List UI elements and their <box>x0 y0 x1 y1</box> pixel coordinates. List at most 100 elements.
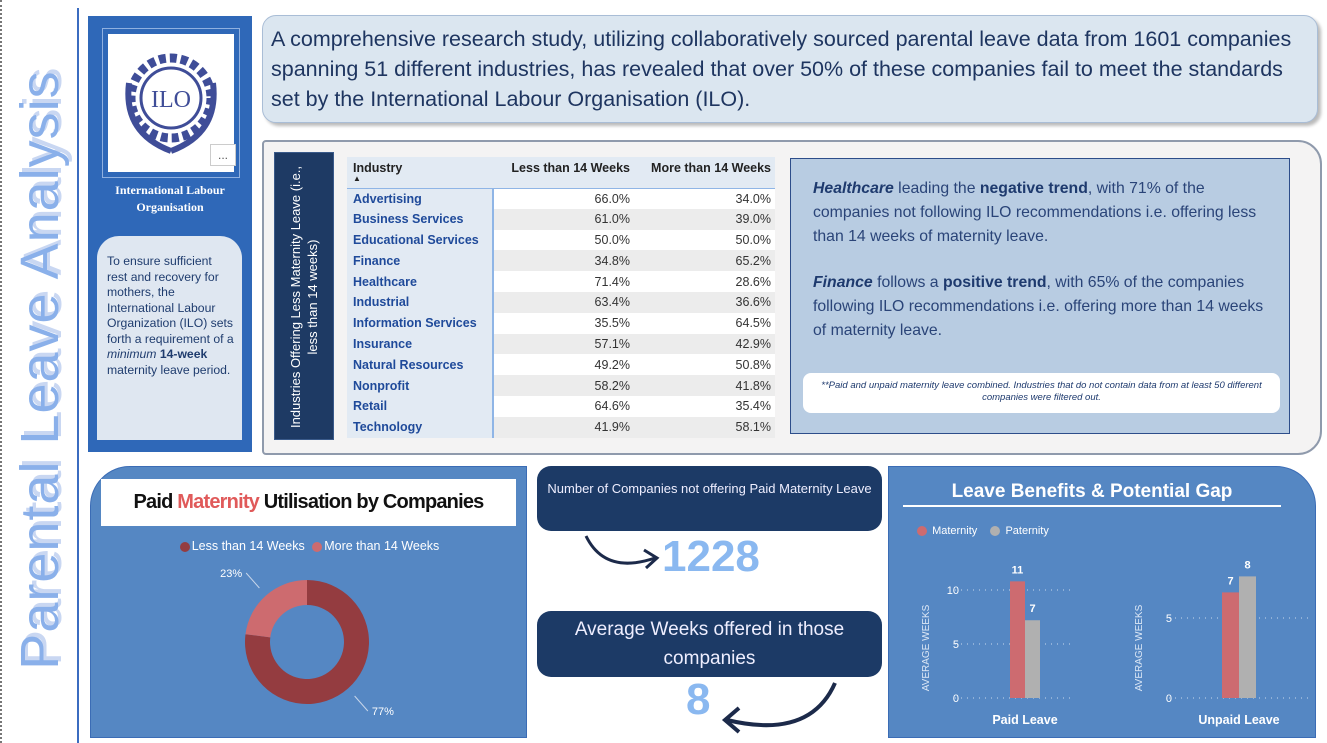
cell-industry: Natural Resources <box>347 354 494 376</box>
table-side-label: Industries Offering Less Maternity Leave… <box>274 152 334 440</box>
table-row[interactable]: Nonprofit 58.2% 41.8% <box>347 375 775 396</box>
more-options-button[interactable]: ... <box>210 144 236 166</box>
industry-table: Industry ▲ Less than 14 Weeks More than 1… <box>347 157 775 438</box>
x-category-label: Unpaid Leave <box>1198 713 1279 727</box>
kpi-label-weeks: Average Weeks offered in those companies <box>537 611 882 677</box>
legend-paternity[interactable]: Paternity <box>1005 525 1049 537</box>
column-header-less[interactable]: Less than 14 Weeks <box>493 157 634 189</box>
table-row[interactable]: Insurance 57.1% 42.9% <box>347 333 775 355</box>
cell-more: 58.1% <box>634 416 775 438</box>
legend-less[interactable]: Less than 14 Weeks <box>191 539 305 553</box>
insight-positive: Finance follows a positive trend, with 6… <box>813 274 1264 339</box>
cell-industry: Insurance <box>347 333 494 355</box>
legend-maternity[interactable]: Maternity <box>932 525 978 537</box>
summary-banner: A comprehensive research study, utilizin… <box>262 15 1318 123</box>
cell-industry: Healthcare <box>347 271 494 292</box>
donut-chart-panel: Paid Maternity Utilisation by Companies … <box>90 466 527 738</box>
kpi-label-companies: Number of Companies not offering Paid Ma… <box>537 466 882 531</box>
bar-data-label: 11 <box>1012 564 1024 576</box>
donut-title: Paid Maternity Utilisation by Companies <box>101 479 516 526</box>
cell-less: 35.5% <box>493 312 634 334</box>
y-tick-label: 5 <box>953 639 959 651</box>
legend-dot-paternity <box>990 526 1001 537</box>
cell-less: 57.1% <box>493 333 634 355</box>
kpi-value-weeks: 8 <box>686 675 711 724</box>
column-header-more[interactable]: More than 14 Weeks <box>634 157 775 189</box>
cell-less: 50.0% <box>493 229 634 251</box>
cell-industry: Advertising <box>347 188 494 209</box>
cell-industry: Business Services <box>347 208 494 230</box>
cell-less: 63.4% <box>493 291 634 313</box>
donut-data-label: 23% <box>220 568 242 580</box>
bar-legend: Maternity Paternity <box>917 525 1049 537</box>
y-tick-label: 5 <box>1166 613 1172 625</box>
insights-box: Healthcare leading the negative trend, w… <box>790 158 1290 434</box>
legend-dot-less <box>179 541 190 552</box>
bar-paternity <box>1025 620 1040 698</box>
donut-legend: Less than 14 Weeks More than 14 Weeks <box>91 539 528 553</box>
ilo-logo-icon: ILO <box>125 53 217 154</box>
cell-industry: Educational Services <box>347 229 494 251</box>
ilo-panel: ILO International Labour Organisation ...… <box>88 16 252 452</box>
bar-paternity <box>1239 576 1256 698</box>
bar-maternity <box>1010 581 1025 698</box>
table-row[interactable]: Information Services 35.5% 64.5% <box>347 312 775 334</box>
cell-less: 58.2% <box>493 375 634 396</box>
ilo-requirement-card: To ensure sufficient rest and recovery f… <box>97 236 242 440</box>
table-row[interactable]: Retail 64.6% 35.4% <box>347 395 775 417</box>
cell-more: 39.0% <box>634 208 775 230</box>
donut-data-label: 77% <box>372 706 394 718</box>
legend-dot-more <box>312 541 323 552</box>
org-name: International Labour Organisation <box>115 183 225 214</box>
table-row[interactable]: Business Services 61.0% 39.0% <box>347 208 775 230</box>
cell-more: 28.6% <box>634 271 775 292</box>
table-row[interactable]: Healthcare 71.4% 28.6% <box>347 271 775 292</box>
y-tick-label: 10 <box>947 585 959 597</box>
curved-arrow-icon <box>721 682 837 734</box>
column-header-industry[interactable]: Industry ▲ <box>347 157 493 189</box>
cell-less: 41.9% <box>493 416 634 438</box>
cell-more: 50.8% <box>634 354 775 376</box>
cell-less: 49.2% <box>493 354 634 376</box>
table-row[interactable]: Industrial 63.4% 36.6% <box>347 291 775 313</box>
y-axis-label: AVERAGE WEEKS <box>1134 604 1145 691</box>
bar-data-label: 8 <box>1244 559 1250 571</box>
y-axis-label: AVERAGE WEEKS <box>921 604 932 691</box>
table-row[interactable]: Finance 34.8% 65.2% <box>347 250 775 272</box>
cell-industry: Finance <box>347 250 494 272</box>
kpi-value-companies: 1228 <box>662 532 760 581</box>
leader-line <box>354 695 369 712</box>
cell-industry: Nonprofit <box>347 375 494 396</box>
leader-line <box>245 572 260 589</box>
legend-more[interactable]: More than 14 Weeks <box>324 539 440 553</box>
sort-ascending-icon: ▲ <box>353 174 361 183</box>
donut-slice <box>245 580 307 638</box>
donut-chart: 77% 23% <box>220 568 394 718</box>
cell-industry: Retail <box>347 395 494 417</box>
legend-dot-maternity <box>917 526 927 537</box>
bar-maternity <box>1222 592 1239 698</box>
cell-industry: Technology <box>347 416 494 438</box>
page-title: Parental Leave Analysis <box>10 70 70 670</box>
cell-more: 65.2% <box>634 250 775 272</box>
y-tick-label: 0 <box>1166 693 1172 705</box>
table-row[interactable]: Technology 41.9% 58.1% <box>347 416 775 438</box>
curved-arrow-icon <box>584 535 660 570</box>
table-row[interactable]: Educational Services 50.0% 50.0% <box>347 229 775 251</box>
cell-more: 50.0% <box>634 229 775 251</box>
cell-industry: Information Services <box>347 312 494 334</box>
insight-negative: Healthcare leading the negative trend, w… <box>813 180 1257 245</box>
table-row[interactable]: Advertising 66.0% 34.0% <box>347 188 775 209</box>
bar-chart-panel: Leave Benefits & Potential Gap Maternity… <box>888 466 1316 738</box>
cell-more: 34.0% <box>634 188 775 209</box>
cell-more: 35.4% <box>634 395 775 417</box>
bar-data-label: 7 <box>1227 575 1233 587</box>
bar-chart: 0 5 10 AVERAGE WEEKS 11 7 Paid Leave 0 5 AVERAGE … <box>921 559 1309 727</box>
bar-data-label: 7 <box>1029 603 1035 615</box>
cell-less: 71.4% <box>493 271 634 292</box>
table-row[interactable]: Natural Resources 49.2% 50.8% <box>347 354 775 376</box>
cell-less: 66.0% <box>493 188 634 209</box>
canvas-edge <box>0 0 3 743</box>
svg-text:ILO: ILO <box>151 87 191 113</box>
divider <box>77 8 79 743</box>
